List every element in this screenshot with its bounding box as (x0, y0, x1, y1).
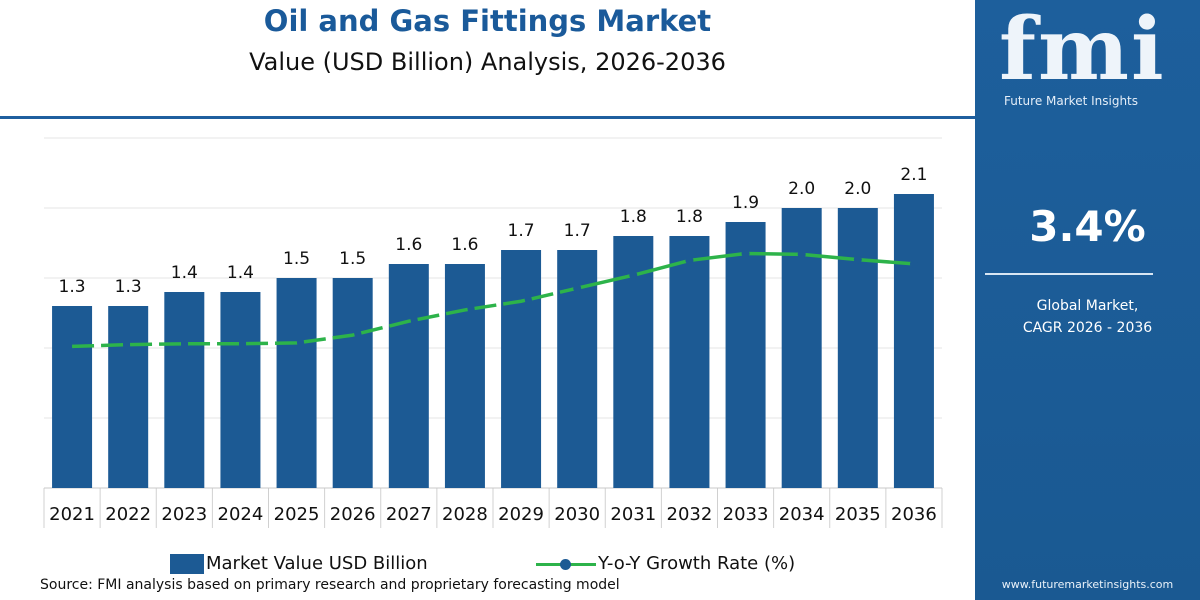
cagr-label: Global Market, CAGR 2026 - 2036 (975, 295, 1200, 339)
sidebar-panel: fmi Future Market Insights 3.4% Global M… (975, 0, 1200, 600)
x-tick-2025: 2025 (274, 504, 320, 525)
data-label-2027: 1.6 (395, 235, 422, 255)
source-note: Source: FMI analysis based on primary re… (40, 577, 620, 593)
bar-2025 (276, 278, 317, 488)
data-label-2034: 2.0 (788, 179, 815, 199)
bar-2032 (669, 236, 710, 488)
x-tick-2036: 2036 (891, 504, 937, 525)
legend-line-swatch (536, 554, 596, 574)
x-tick-2023: 2023 (161, 504, 207, 525)
title-divider (0, 116, 975, 119)
chart-title: Oil and Gas Fittings Market (263, 4, 712, 38)
bar-2035 (837, 208, 878, 488)
growth-line-dashed (72, 286, 578, 349)
data-label-2036: 2.1 (900, 165, 927, 185)
x-tick-2034: 2034 (779, 504, 825, 525)
bar-2023 (164, 292, 205, 488)
data-label-2032: 1.8 (676, 207, 703, 227)
bar-2022 (108, 306, 149, 488)
bar-2033 (725, 222, 766, 488)
x-tick-2026: 2026 (330, 504, 376, 525)
chart-plot: 1.3 2021 1.3 2022 1.4 2023 1.4 2024 1.5 2025 1.5 20… (43, 137, 943, 528)
x-tick-2033: 2033 (723, 504, 769, 525)
growth-point-2036 (909, 259, 918, 268)
cagr-label-line2: CAGR 2026 - 2036 (1022, 320, 1153, 336)
growth-point-2033 (741, 249, 750, 258)
growth-point-2031 (629, 271, 638, 280)
data-label-2025: 1.5 (283, 249, 310, 269)
website-link[interactable]: www.futuremarketinsights.com (1001, 578, 1174, 591)
data-label-2024: 1.4 (227, 263, 254, 283)
x-tick-2035: 2035 (835, 504, 881, 525)
bar-2027 (388, 264, 429, 488)
bar-2024 (220, 292, 261, 488)
bar-2028 (444, 264, 485, 488)
growth-point-2032 (685, 256, 694, 265)
bar-2029 (501, 250, 542, 488)
data-label-2035: 2.0 (844, 179, 871, 199)
cagr-label-line1: Global Market, (1036, 298, 1139, 314)
x-tick-2028: 2028 (442, 504, 488, 525)
legend-bar-swatch (170, 553, 204, 574)
data-label-2026: 1.5 (339, 249, 366, 269)
legend-item-market-value: Market Value USD Billion (170, 553, 428, 574)
data-label-2022: 1.3 (115, 277, 142, 297)
data-label-2031: 1.8 (620, 207, 647, 227)
logo-subtitle: Future Market Insights (1004, 94, 1139, 108)
x-tick-2032: 2032 (667, 504, 713, 525)
growth-point-2034 (797, 250, 806, 259)
data-label-2029: 1.7 (508, 221, 535, 241)
chart-subtitle: Value (USD Billion) Analysis, 2026-2036 (249, 48, 726, 76)
x-tick-2031: 2031 (610, 504, 656, 525)
bar-2026 (332, 278, 373, 488)
x-tick-2027: 2027 (386, 504, 432, 525)
bar-2036 (893, 194, 934, 488)
logo-wordmark: fmi (999, 0, 1166, 100)
legend-item-growth-rate: Y-o-Y Growth Rate (%) (536, 553, 795, 574)
chart-legend: Market Value USD Billion Y-o-Y Growth Ra… (0, 553, 975, 577)
x-tick-2029: 2029 (498, 504, 544, 525)
growth-point-2035 (853, 255, 862, 264)
legend-line-label: Y-o-Y Growth Rate (%) (598, 553, 796, 574)
fmi-logo: fmi Future Market Insights (975, 4, 1200, 114)
cagr-value: 3.4% (1029, 202, 1146, 251)
growth-point-2030 (573, 284, 582, 293)
legend-bar-label: Market Value USD Billion (206, 553, 428, 574)
bar-2034 (781, 208, 822, 488)
bar-2021 (52, 306, 93, 488)
x-tick-2022: 2022 (105, 504, 151, 525)
data-label-2028: 1.6 (451, 235, 478, 255)
x-tick-2030: 2030 (554, 504, 600, 525)
data-label-2023: 1.4 (171, 263, 198, 283)
data-label-2021: 1.3 (59, 277, 86, 297)
x-tick-2024: 2024 (218, 504, 264, 525)
x-tick-2021: 2021 (49, 504, 95, 525)
data-label-2033: 1.9 (732, 193, 759, 213)
data-label-2030: 1.7 (564, 221, 591, 241)
cagr-divider (985, 273, 1153, 275)
